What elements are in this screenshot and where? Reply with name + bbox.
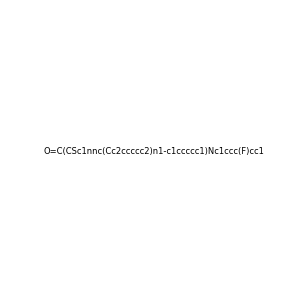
Text: O=C(CSc1nnc(Cc2ccccc2)n1-c1ccccc1)Nc1ccc(F)cc1: O=C(CSc1nnc(Cc2ccccc2)n1-c1ccccc1)Nc1ccc…	[43, 147, 264, 156]
